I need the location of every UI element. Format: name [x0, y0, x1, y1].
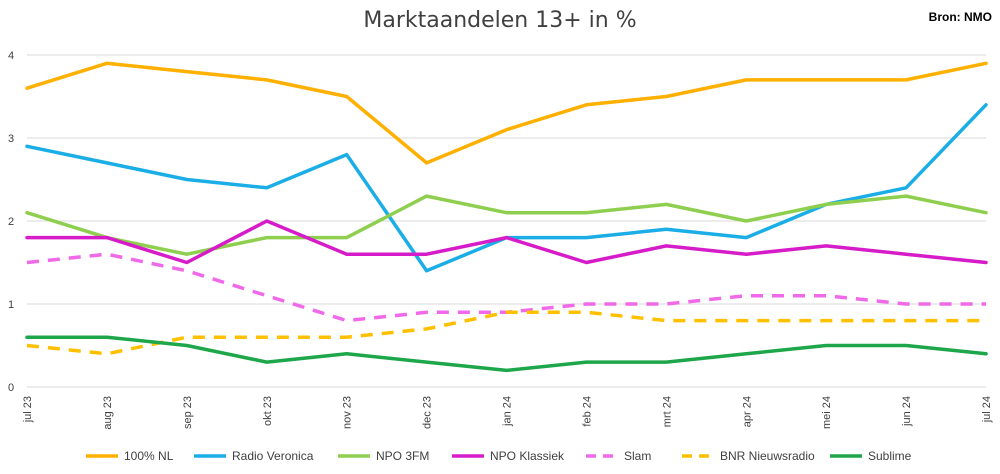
y-tick-label: 3: [8, 133, 14, 145]
x-tick-label: apr 24: [741, 396, 753, 427]
legend-label: BNR Nieuwsradio: [720, 449, 815, 463]
legend-label: NPO Klassiek: [490, 449, 565, 463]
series-line-npo-klassiek: [25, 219, 988, 265]
legend-label: Slam: [624, 449, 651, 463]
x-tick-label: sep 23: [182, 396, 194, 429]
series-line-sublime: [25, 335, 988, 373]
series-lines: [25, 61, 988, 373]
y-tick-label: 2: [8, 216, 14, 228]
x-tick-label: dec 23: [422, 396, 434, 429]
series-line-100-nl: [25, 61, 988, 165]
x-axis: jul 23 aug 23 sep 23 okt 23 nov 23 dec 23 jan …: [22, 396, 993, 430]
y-tick-label: 0: [8, 382, 14, 394]
legend-label: Sublime: [868, 449, 912, 463]
y-tick-label: 1: [8, 299, 14, 311]
legend: 100% NL Radio Veronica NPO 3FM NPO Klassiek…: [86, 449, 912, 463]
x-tick-label: okt 23: [262, 396, 274, 426]
x-tick-label: mei 24: [821, 396, 833, 429]
x-tick-label: jul 23: [22, 396, 34, 423]
x-tick-label: jun 24: [901, 396, 913, 427]
x-tick-label: jul 24: [981, 396, 993, 423]
chart-title: Marktaandelen 13+ in %: [363, 8, 637, 33]
legend-label: NPO 3FM: [376, 449, 429, 463]
series-line-bnr-nieuwsradio: [26, 310, 986, 356]
legend-label: Radio Veronica: [232, 449, 314, 463]
x-tick-label: aug 23: [102, 396, 114, 430]
gridlines: [27, 54, 986, 388]
x-tick-label: nov 23: [342, 396, 354, 429]
series-line-npo-3fm: [25, 194, 988, 256]
x-tick-label: feb 24: [581, 396, 593, 427]
y-axis: 0 1 2 3 4: [8, 50, 14, 394]
x-tick-label: jan 24: [502, 396, 514, 427]
x-tick-label: mrt 24: [661, 396, 673, 427]
legend-label: 100% NL: [124, 449, 174, 463]
y-tick-label: 4: [8, 50, 14, 62]
source-label: Bron: NMO: [928, 10, 992, 24]
